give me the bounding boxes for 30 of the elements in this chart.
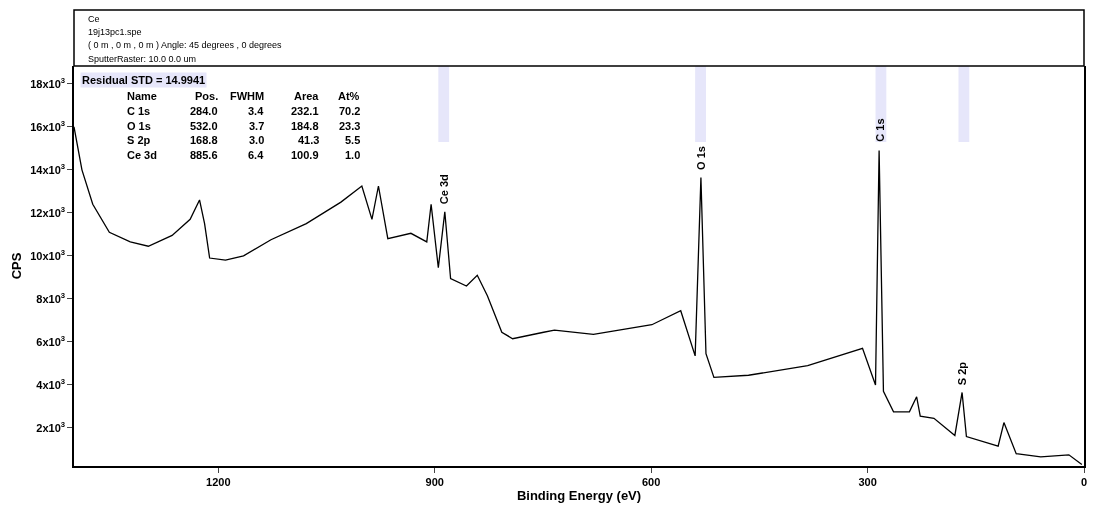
x-tick-label: 0 [1080,475,1088,488]
y-tick-label: 14x10$^{3}$ [30,162,66,176]
y-tick-label: 2x10$^{3}$ [36,420,66,434]
y-axis-title: CPS [8,252,24,280]
annotation: Ce 3d [438,174,451,205]
x-tick-label: 900 [425,475,444,488]
y-tick-label: 16x10$^{3}$ [30,119,66,133]
text: Ce [88,14,100,24]
x-tick-label: 600 [641,475,661,488]
y-tick-label: 6x10$^{3}$ [36,334,66,348]
y-tick-label: 12x10$^{3}$ [30,205,66,219]
y-tick-label: 4x10$^{3}$ [36,377,66,391]
annotation: C 1s [873,118,886,142]
text: C 1s 284.0 3.4 232.1 70.2 [127,105,361,117]
text: Ce 3d 885.6 6.4 100.9 1.0 [127,149,361,161]
annotation: O 1s [694,146,707,170]
text: O 1s 532.0 3.7 184.8 23.3 [127,120,361,132]
y-tick-label: 18x10$^{3}$ [30,76,66,90]
annotation: Residual STD = 14.9941 [82,74,206,86]
text: 19j13pc1.spe [88,27,142,37]
y-tick-label: 8x10$^{3}$ [36,291,66,305]
text: SputterRaster: 10.0 0.0 um [88,54,197,64]
y-tick-label: 10x10$^{3}$ [30,248,66,262]
text: ( 0 m , 0 m , 0 m ) Angle: 45 degrees , 0 degrees [88,40,283,50]
text: Name Pos. FWHM Area At% [127,90,360,102]
x-tick-label: 1200 [206,475,231,488]
annotation: S 2p [956,361,968,386]
x-tick-label: 300 [858,475,877,488]
x-axis-title: Binding Energy (eV) [516,488,642,504]
text: S 2p 168.8 3.0 41.3 5.5 [127,134,361,146]
